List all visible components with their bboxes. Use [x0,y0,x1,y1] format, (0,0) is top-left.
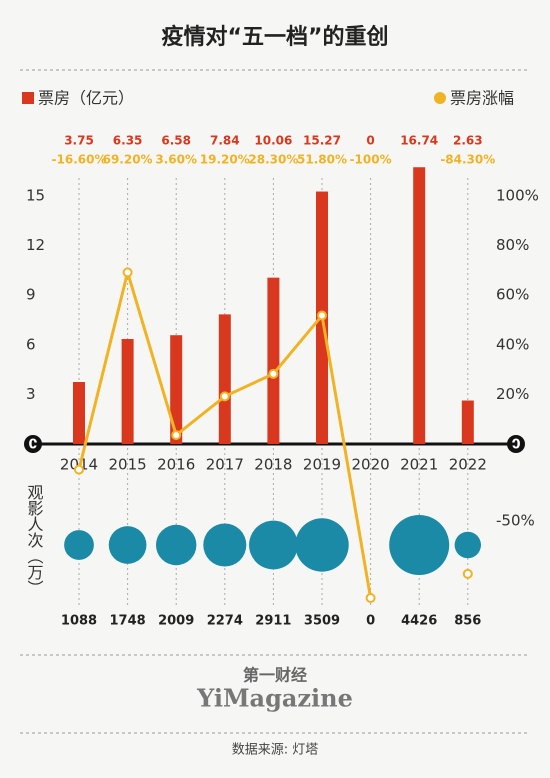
y-tick-label: 6 [26,335,36,353]
bar [218,314,231,444]
growth-point [268,368,279,379]
bubble-value-label: 4426 [401,614,437,629]
bubble [295,518,349,572]
bar-value-label: 16.74 [400,134,438,148]
brand-cn: 第一财经 [243,666,307,685]
bar-value-label: 10.06 [254,134,292,148]
bar [170,335,183,444]
bubble-value-label: 3509 [304,614,340,629]
legend-swatch [22,92,34,104]
bar [461,400,474,444]
growth-value-label: -16.60% [52,153,107,167]
bubble [389,515,450,575]
legend-swatch [434,92,446,104]
bubble [249,520,298,570]
growth-point [74,464,84,475]
growth-point [462,568,473,579]
x-tick-label: 2016 [157,456,195,474]
bar-value-label: 3.75 [64,134,94,148]
source: 数据来源: 灯塔 [232,743,319,758]
bubble-value-label: 1748 [110,614,146,629]
x-tick-label: 2021 [400,456,438,474]
bubble-value-label: 2274 [207,614,243,629]
growth-value-label: 28.30% [248,153,298,167]
growth-point [219,391,230,402]
y2-tick-label: 80% [496,236,529,254]
y2-tick-label: 100% [496,187,539,205]
y-tick-label: 9 [26,286,36,304]
growth-value-label: 69.20% [103,153,153,167]
growth-value-label: 3.60% [155,153,197,167]
growth-value-label: -100% [350,153,392,167]
bubble [203,523,247,567]
chart-title: 疫情对“五一档”的重创 [162,24,389,50]
legend-label: 票房涨幅 [450,89,514,108]
bubble [64,530,94,560]
bubble-title: 观影人次（万） [25,484,44,596]
bubble-value-label: 2911 [255,614,291,629]
growth-value-label: -84.30% [440,153,495,167]
y2-tick-label: 20% [496,385,529,403]
y2-tick-label: -50% [496,512,535,530]
legend-label: 票房（亿元） [38,89,134,108]
y-tick-label: 3 [26,385,36,403]
bubble [155,524,197,566]
growth-value-label: 19.20% [200,153,250,167]
growth-point [122,267,133,278]
bar [267,277,280,444]
y-tick-label: 12 [26,236,45,254]
bar-value-label: 0 [366,134,374,148]
bar [413,167,426,444]
bar-value-label: 2.63 [453,134,483,148]
bar-value-label: 15.27 [303,134,341,148]
bar-value-label: 7.84 [210,134,240,148]
x-tick-label: 2019 [303,456,341,474]
bubble-value-label: 1088 [61,614,97,629]
y-tick-label: 15 [26,187,45,205]
brand-en: YiMagazine [196,684,353,713]
x-tick-label: 2018 [254,456,292,474]
growth-value-label: 51.80% [297,153,347,167]
growth-point [171,430,182,441]
bar-value-label: 6.35 [113,134,143,148]
growth-point [365,593,376,603]
bubble [108,526,147,564]
bubble-value-label: 856 [454,614,481,629]
x-tick-label: 2015 [109,456,147,474]
bar [121,339,134,444]
bubble-value-label: 0 [366,614,375,629]
growth-point [317,310,327,321]
y2-tick-label: 40% [496,335,529,353]
x-tick-label: 2020 [352,456,390,474]
y2-tick-label: 60% [496,286,529,304]
x-tick-label: 2022 [449,456,487,474]
bubble [454,531,481,559]
bubble-value-label: 2009 [158,614,194,629]
bar [73,382,85,444]
x-tick-label: 2017 [206,456,244,474]
bar-value-label: 6.58 [161,134,191,148]
